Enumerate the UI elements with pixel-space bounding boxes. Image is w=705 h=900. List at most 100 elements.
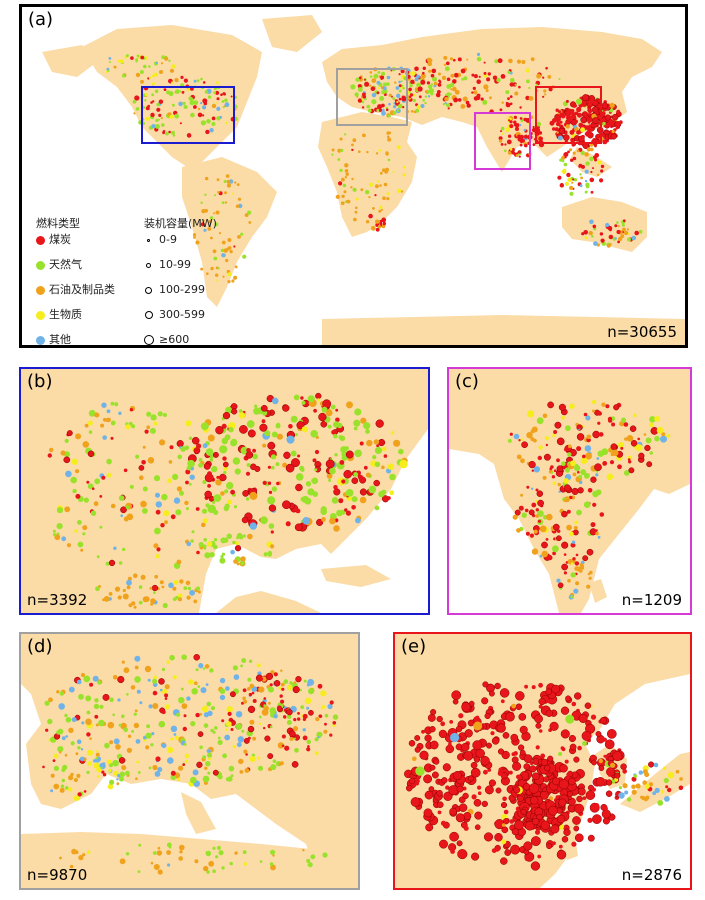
plant-coal-marker xyxy=(483,61,486,64)
plant-coal-marker xyxy=(364,81,370,87)
plant-oil-marker xyxy=(133,605,137,609)
plant-gas-marker xyxy=(56,507,64,514)
plant-coal-marker xyxy=(431,771,439,779)
plant-gas-marker xyxy=(242,534,246,538)
plant-coal-marker xyxy=(191,436,200,445)
plant-gas-marker xyxy=(496,77,501,83)
plant-coal-marker xyxy=(375,227,380,232)
plant-biomass-marker xyxy=(361,98,365,101)
plant-coal-marker xyxy=(572,557,576,561)
plant-coal-marker xyxy=(338,498,344,504)
plant-coal-marker xyxy=(488,690,495,697)
plant-oil-marker xyxy=(366,150,369,154)
plant-gas-marker xyxy=(526,79,530,84)
plant-oil-marker xyxy=(280,669,283,672)
plant-gas-marker xyxy=(374,446,382,455)
plant-gas-marker xyxy=(579,173,582,176)
plant-coal-marker xyxy=(578,165,582,168)
plant-oil-marker xyxy=(215,479,222,486)
other-swatch xyxy=(36,335,45,345)
plant-coal-marker xyxy=(571,701,577,707)
plant-gas-marker xyxy=(203,544,207,549)
plant-coal-marker xyxy=(477,791,482,795)
plant-biomass-marker xyxy=(226,721,232,727)
plant-coal-marker xyxy=(508,119,511,122)
plant-coal-marker xyxy=(359,488,367,496)
plant-gas-marker xyxy=(219,445,228,454)
plant-gas-marker xyxy=(563,162,568,167)
plant-oil-marker xyxy=(289,736,294,741)
plant-coal-marker xyxy=(577,787,586,796)
plant-other-marker xyxy=(236,742,242,748)
plant-coal-marker xyxy=(152,690,158,696)
plant-oil-marker xyxy=(315,717,320,722)
plant-coal-marker xyxy=(481,697,489,705)
plant-biomass-marker xyxy=(649,422,654,428)
panel-e-count: n=2876 xyxy=(621,866,682,884)
plant-gas-marker xyxy=(88,430,93,434)
plant-coal-marker xyxy=(532,817,540,826)
plant-coal-marker xyxy=(456,785,464,793)
plant-oil-marker xyxy=(53,783,60,790)
plant-coal-marker xyxy=(427,713,436,722)
plant-gas-marker xyxy=(90,510,97,516)
plant-coal-marker xyxy=(449,807,457,816)
plant-gas-marker xyxy=(177,454,182,460)
plant-gas-marker xyxy=(585,184,590,189)
plant-other-marker xyxy=(151,732,155,736)
plant-oil-marker xyxy=(489,96,492,100)
plant-other-marker xyxy=(135,739,141,744)
plant-gas-marker xyxy=(618,786,622,790)
plant-gas-marker xyxy=(275,423,281,429)
plant-coal-marker xyxy=(561,563,568,571)
plant-coal-marker xyxy=(537,455,542,461)
plant-gas-marker xyxy=(83,497,89,503)
plant-biomass-marker xyxy=(225,121,229,125)
plant-oil-marker xyxy=(576,149,580,153)
plant-coal-marker xyxy=(547,401,554,409)
plant-coal-marker xyxy=(630,440,638,447)
plant-oil-marker xyxy=(234,851,238,855)
plant-coal-marker xyxy=(547,755,554,762)
plant-biomass-marker xyxy=(591,399,597,405)
plant-coal-marker xyxy=(462,792,469,800)
plant-coal-marker xyxy=(471,794,477,800)
plant-gas-marker xyxy=(500,126,505,131)
plant-gas-marker xyxy=(269,707,276,714)
plant-gas-marker xyxy=(131,424,136,429)
plant-gas-marker xyxy=(565,714,575,724)
plant-coal-marker xyxy=(622,219,626,223)
plant-coal-marker xyxy=(203,101,208,106)
legend-capacity-0-9: 0-9 xyxy=(144,232,177,248)
plant-other-marker xyxy=(167,863,171,867)
plant-coal-marker xyxy=(521,441,528,449)
plant-oil-marker xyxy=(197,107,201,111)
plant-gas-marker xyxy=(294,747,299,753)
plant-gas-marker xyxy=(216,845,221,850)
plant-oil-marker xyxy=(146,425,150,429)
plant-biomass-marker xyxy=(381,446,387,452)
plant-gas-marker xyxy=(163,413,167,417)
plant-gas-marker xyxy=(536,417,544,425)
plant-other-marker xyxy=(155,61,158,65)
plant-gas-marker xyxy=(314,737,319,742)
plant-coal-marker xyxy=(519,106,522,109)
plant-coal-marker xyxy=(358,76,362,80)
plant-coal-marker xyxy=(195,507,200,511)
plant-gas-marker xyxy=(270,849,276,855)
plant-gas-marker xyxy=(591,235,594,238)
plant-other-marker xyxy=(219,677,226,684)
plant-coal-marker xyxy=(265,672,274,681)
plant-gas-marker xyxy=(135,107,140,111)
plant-coal-marker xyxy=(351,148,354,152)
plant-coal-marker xyxy=(193,105,197,109)
plant-coal-marker xyxy=(151,584,159,592)
plant-coal-marker xyxy=(263,726,266,730)
plant-coal-marker xyxy=(591,759,597,766)
plant-coal-marker xyxy=(584,702,592,709)
plant-gas-marker xyxy=(196,79,200,83)
plant-oil-marker xyxy=(116,782,120,786)
plant-biomass-marker xyxy=(151,74,155,78)
plant-other-marker xyxy=(113,738,120,745)
plant-coal-marker xyxy=(87,450,95,458)
